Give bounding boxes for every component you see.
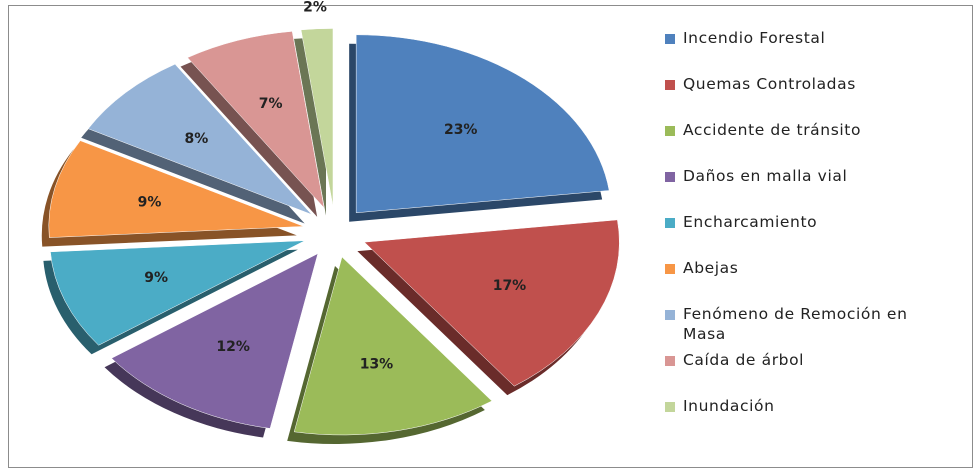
data-label: 13% [360,357,394,373]
legend-label: Quemas Controladas [683,75,856,93]
pie-chart: 23% 17% 13% 12% 9% 9% 8% 7% 2% [41,0,620,444]
slice [187,31,325,209]
legend-item: Encharcamiento [665,212,955,258]
slice [87,63,312,215]
slice [300,28,334,207]
legend-swatch [665,310,675,320]
slice [48,140,304,238]
slice [111,253,319,429]
chart-frame [8,5,973,468]
data-label: 7% [259,96,283,112]
legend-swatch [665,172,675,182]
legend-item: Caída de árbol [665,350,955,396]
legend-label: Encharcamiento [683,213,818,231]
data-label: 9% [138,194,162,210]
legend-label: Inundación [683,397,775,415]
data-label: 2% [303,0,327,15]
legend-swatch [665,126,675,136]
legend-label: Fenómeno de Remoción en Masa [683,305,908,343]
legend-item: Fenómeno de Remoción en Masa [665,304,955,350]
legend-item: Accidente de tránsito [665,120,955,166]
slice [355,34,610,214]
legend: Incendio Forestal Quemas Controladas Accid… [665,28,955,442]
legend-item: Abejas [665,258,955,304]
legend-item: Incendio Forestal [665,28,955,74]
slice [363,219,620,387]
legend-label: Daños en malla vial [683,167,848,185]
legend-swatch [665,34,675,44]
data-label: 17% [493,278,527,294]
legend-label: Incendio Forestal [683,29,826,47]
data-label: 8% [185,131,209,147]
legend-swatch [665,264,675,274]
legend-label: Abejas [683,259,739,277]
legend-item: Quemas Controladas [665,74,955,120]
slice [50,240,306,346]
legend-swatch [665,80,675,90]
slice [293,256,493,436]
legend-label: Accidente de tránsito [683,121,862,139]
legend-item: Inundación [665,396,955,442]
legend-label: Caída de árbol [683,351,805,369]
legend-swatch [665,356,675,366]
legend-item: Daños en malla vial [665,166,955,212]
legend-swatch [665,402,675,412]
data-label: 9% [144,270,168,286]
data-label: 12% [216,339,250,355]
legend-swatch [665,218,675,228]
data-label: 23% [444,122,478,138]
